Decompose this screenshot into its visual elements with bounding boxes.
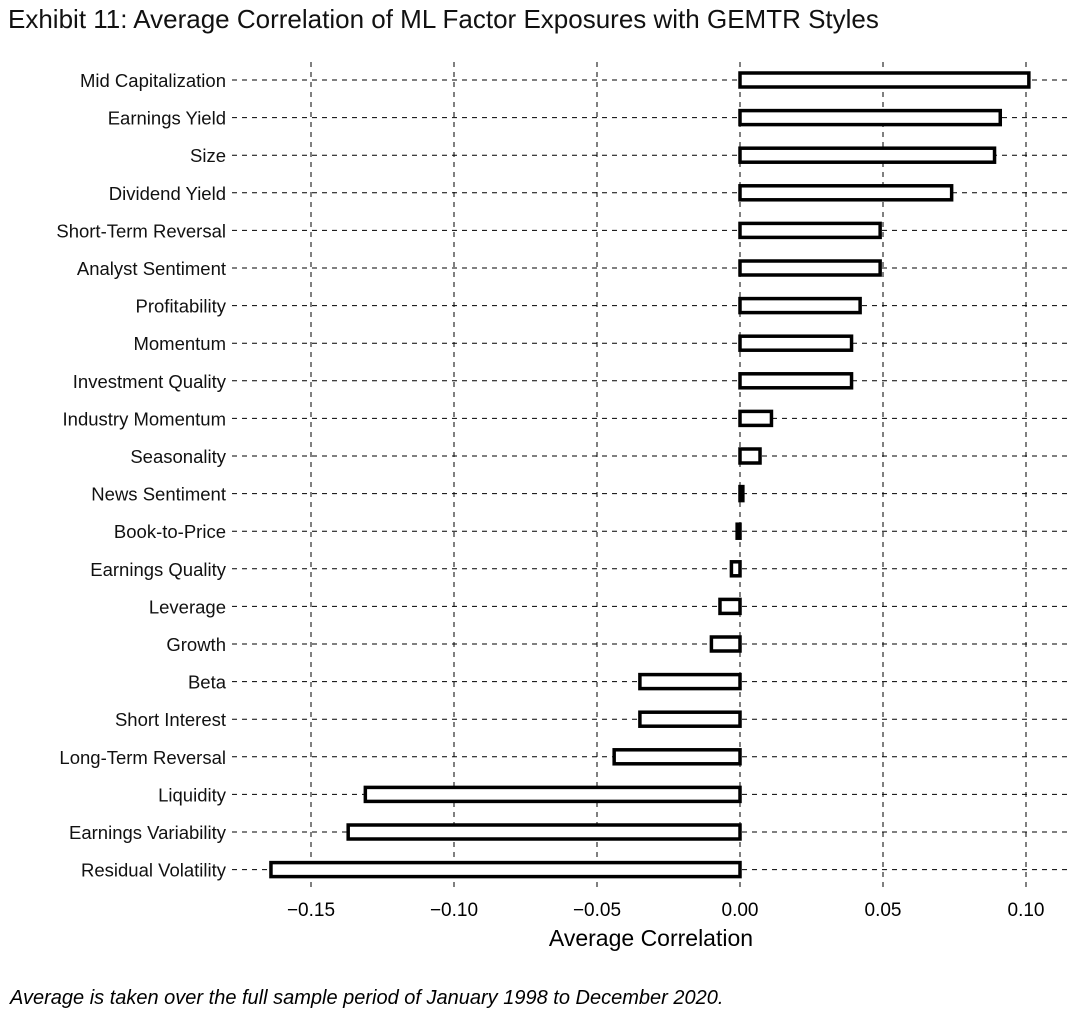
category-label: Analyst Sentiment [77, 258, 226, 279]
category-label: Long-Term Reversal [59, 747, 226, 768]
bar [346, 823, 742, 841]
bar [638, 710, 742, 728]
category-label: Industry Momentum [63, 408, 226, 429]
category-label: Residual Volatility [81, 860, 227, 881]
bar [738, 221, 882, 240]
bar [269, 860, 742, 879]
category-label: Seasonality [130, 446, 226, 467]
bar [738, 447, 762, 465]
x-axis-label: Average Correlation [549, 925, 753, 951]
bar [738, 108, 1003, 127]
category-label: Beta [188, 672, 227, 693]
bar [735, 522, 742, 540]
category-label: Liquidity [158, 784, 227, 805]
bar [738, 484, 745, 503]
category-label: News Sentiment [91, 484, 226, 505]
chart-title: Exhibit 11: Average Correlation of ML Fa… [8, 4, 879, 34]
x-tick-label: 0.05 [865, 900, 902, 921]
bar [729, 560, 742, 578]
x-tick-label: 0.10 [1008, 900, 1045, 921]
x-tick-label: −0.10 [430, 900, 478, 921]
bar [709, 635, 742, 653]
bar [738, 146, 997, 164]
bar-chart: Mid Capitalization Earnings Yield Size Divi… [56, 62, 1070, 951]
category-label: Short-Term Reversal [56, 220, 226, 241]
category-label: Earnings Quality [90, 559, 226, 580]
category-label: Earnings Variability [69, 822, 227, 843]
category-label: Investment Quality [73, 371, 227, 392]
category-label: Profitability [136, 296, 227, 317]
category-label: Dividend Yield [109, 183, 226, 204]
bar [738, 334, 854, 352]
category-label: Momentum [133, 333, 226, 354]
footnote: Average is taken over the full sample pe… [10, 987, 724, 1009]
bar [718, 597, 742, 616]
x-tick-label: −0.05 [573, 900, 621, 921]
category-label: Earnings Yield [108, 108, 226, 129]
bar [612, 748, 742, 766]
category-label: Size [190, 145, 226, 166]
category-label: Mid Capitalization [80, 70, 226, 91]
bar [738, 372, 854, 390]
bar [738, 184, 954, 202]
bar [738, 296, 862, 315]
bar [363, 785, 742, 804]
category-label: Growth [166, 634, 226, 655]
x-tick-label: −0.15 [287, 900, 335, 921]
category-label: Book-to-Price [114, 521, 226, 542]
bar [738, 259, 882, 277]
category-label: Short Interest [115, 709, 226, 730]
bar [738, 71, 1031, 89]
x-tick-layer: −0.15 −0.10 −0.05 0.00 0.05 0.10 [287, 900, 1045, 921]
bar [738, 409, 774, 428]
bar-layer [269, 71, 1031, 879]
bar [638, 672, 742, 691]
category-label-layer: Mid Capitalization Earnings Yield Size Divi… [56, 70, 226, 881]
x-tick-label: 0.00 [722, 900, 759, 921]
category-label: Leverage [149, 596, 226, 617]
